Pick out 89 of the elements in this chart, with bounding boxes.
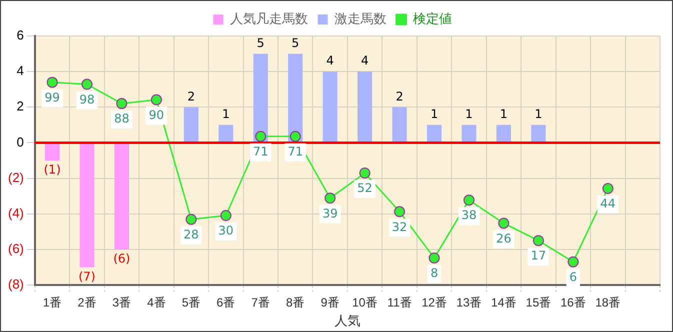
x-tick-label: 12番 <box>422 296 447 310</box>
point <box>532 235 544 246</box>
x-tick-label: 9番 <box>320 296 340 310</box>
bar <box>44 143 60 160</box>
data-label: 1 <box>465 107 473 122</box>
data-label: 1 <box>222 107 230 122</box>
y-tick-label: 2 <box>16 98 24 114</box>
point <box>46 76 58 88</box>
y-tick-label: 0 <box>16 134 24 150</box>
bar <box>184 107 198 142</box>
data-label: (1) <box>44 162 61 177</box>
x-tick-label: 6番 <box>216 296 236 310</box>
data-label: 4 <box>326 54 334 68</box>
bar <box>392 107 407 142</box>
point <box>81 78 92 90</box>
data-label: 32 <box>392 220 408 234</box>
data-label: 26 <box>496 231 512 246</box>
x-tick-label: 4番 <box>147 296 166 310</box>
point <box>324 192 336 204</box>
y-tick-label: (6) <box>8 241 24 256</box>
x-tick-label: 18番 <box>595 296 621 310</box>
bar <box>322 72 338 142</box>
point <box>255 130 266 142</box>
bar <box>218 124 234 142</box>
x-tick-label: 10番 <box>352 296 378 310</box>
data-label: (6) <box>113 252 130 266</box>
data-label: 71 <box>288 144 303 158</box>
x-tick-label: 2番 <box>78 296 96 310</box>
data-label: 1 <box>430 107 438 122</box>
bar <box>114 143 129 250</box>
x-tick-label: 11番 <box>387 296 412 310</box>
data-label: 39 <box>322 206 338 220</box>
data-label: 17 <box>530 248 546 263</box>
bar <box>462 124 476 142</box>
bar <box>80 143 94 268</box>
point <box>498 218 510 229</box>
x-tick-label: 3番 <box>112 296 132 310</box>
data-label: 5 <box>292 36 300 50</box>
x-tick-label: 13番 <box>456 296 482 310</box>
data-label: 1 <box>500 107 508 122</box>
data-label: 6 <box>569 270 577 284</box>
data-label: 44 <box>600 196 616 211</box>
data-label: 99 <box>44 90 60 104</box>
data-label: 38 <box>461 208 477 222</box>
point <box>568 256 579 268</box>
x-tick-label: 15番 <box>526 296 552 310</box>
point <box>186 214 197 225</box>
point <box>359 168 370 179</box>
data-label: 71 <box>252 144 268 158</box>
legend-label: 激走馬数 <box>334 11 386 26</box>
point <box>290 130 301 142</box>
bar <box>358 72 372 142</box>
x-tick-label: 7番 <box>251 296 270 310</box>
legend-label: 検定値 <box>412 11 452 26</box>
x-tick-label: 16番 <box>560 296 586 310</box>
data-label: 30 <box>218 224 234 238</box>
y-tick-label: (8) <box>8 276 24 292</box>
y-tick-label: (4) <box>8 205 24 220</box>
data-label: 2 <box>187 89 195 104</box>
data-label: 52 <box>357 181 372 196</box>
data-label: 98 <box>79 92 95 106</box>
data-label: 90 <box>148 108 164 122</box>
point <box>116 98 128 110</box>
point <box>463 194 474 206</box>
y-tick-label: 4 <box>16 63 24 78</box>
x-tick-label: 1番 <box>42 296 62 310</box>
bar <box>531 124 546 142</box>
x-tick-label: 14番 <box>491 296 516 310</box>
point <box>428 252 440 264</box>
data-label: 4 <box>360 54 369 68</box>
data-label: 1 <box>534 107 542 122</box>
legend-label: 人気凡走馬数 <box>230 11 308 26</box>
data-label: (7) <box>78 269 96 284</box>
data-label: 8 <box>430 266 438 280</box>
bar <box>426 124 442 142</box>
point <box>394 206 406 218</box>
y-tick-label: 6 <box>16 28 24 43</box>
point <box>150 94 162 106</box>
x-axis-title: 人気 <box>334 312 360 328</box>
point <box>602 182 614 194</box>
point <box>220 210 232 222</box>
y-tick-label: (2) <box>8 170 24 185</box>
x-tick-label: 8番 <box>286 296 305 310</box>
data-label: 5 <box>256 36 264 50</box>
bar <box>496 124 512 142</box>
data-label: 2 <box>396 89 404 104</box>
data-label: 28 <box>184 227 199 242</box>
data-label: 88 <box>114 112 130 126</box>
x-tick-label: 5番 <box>182 296 201 310</box>
